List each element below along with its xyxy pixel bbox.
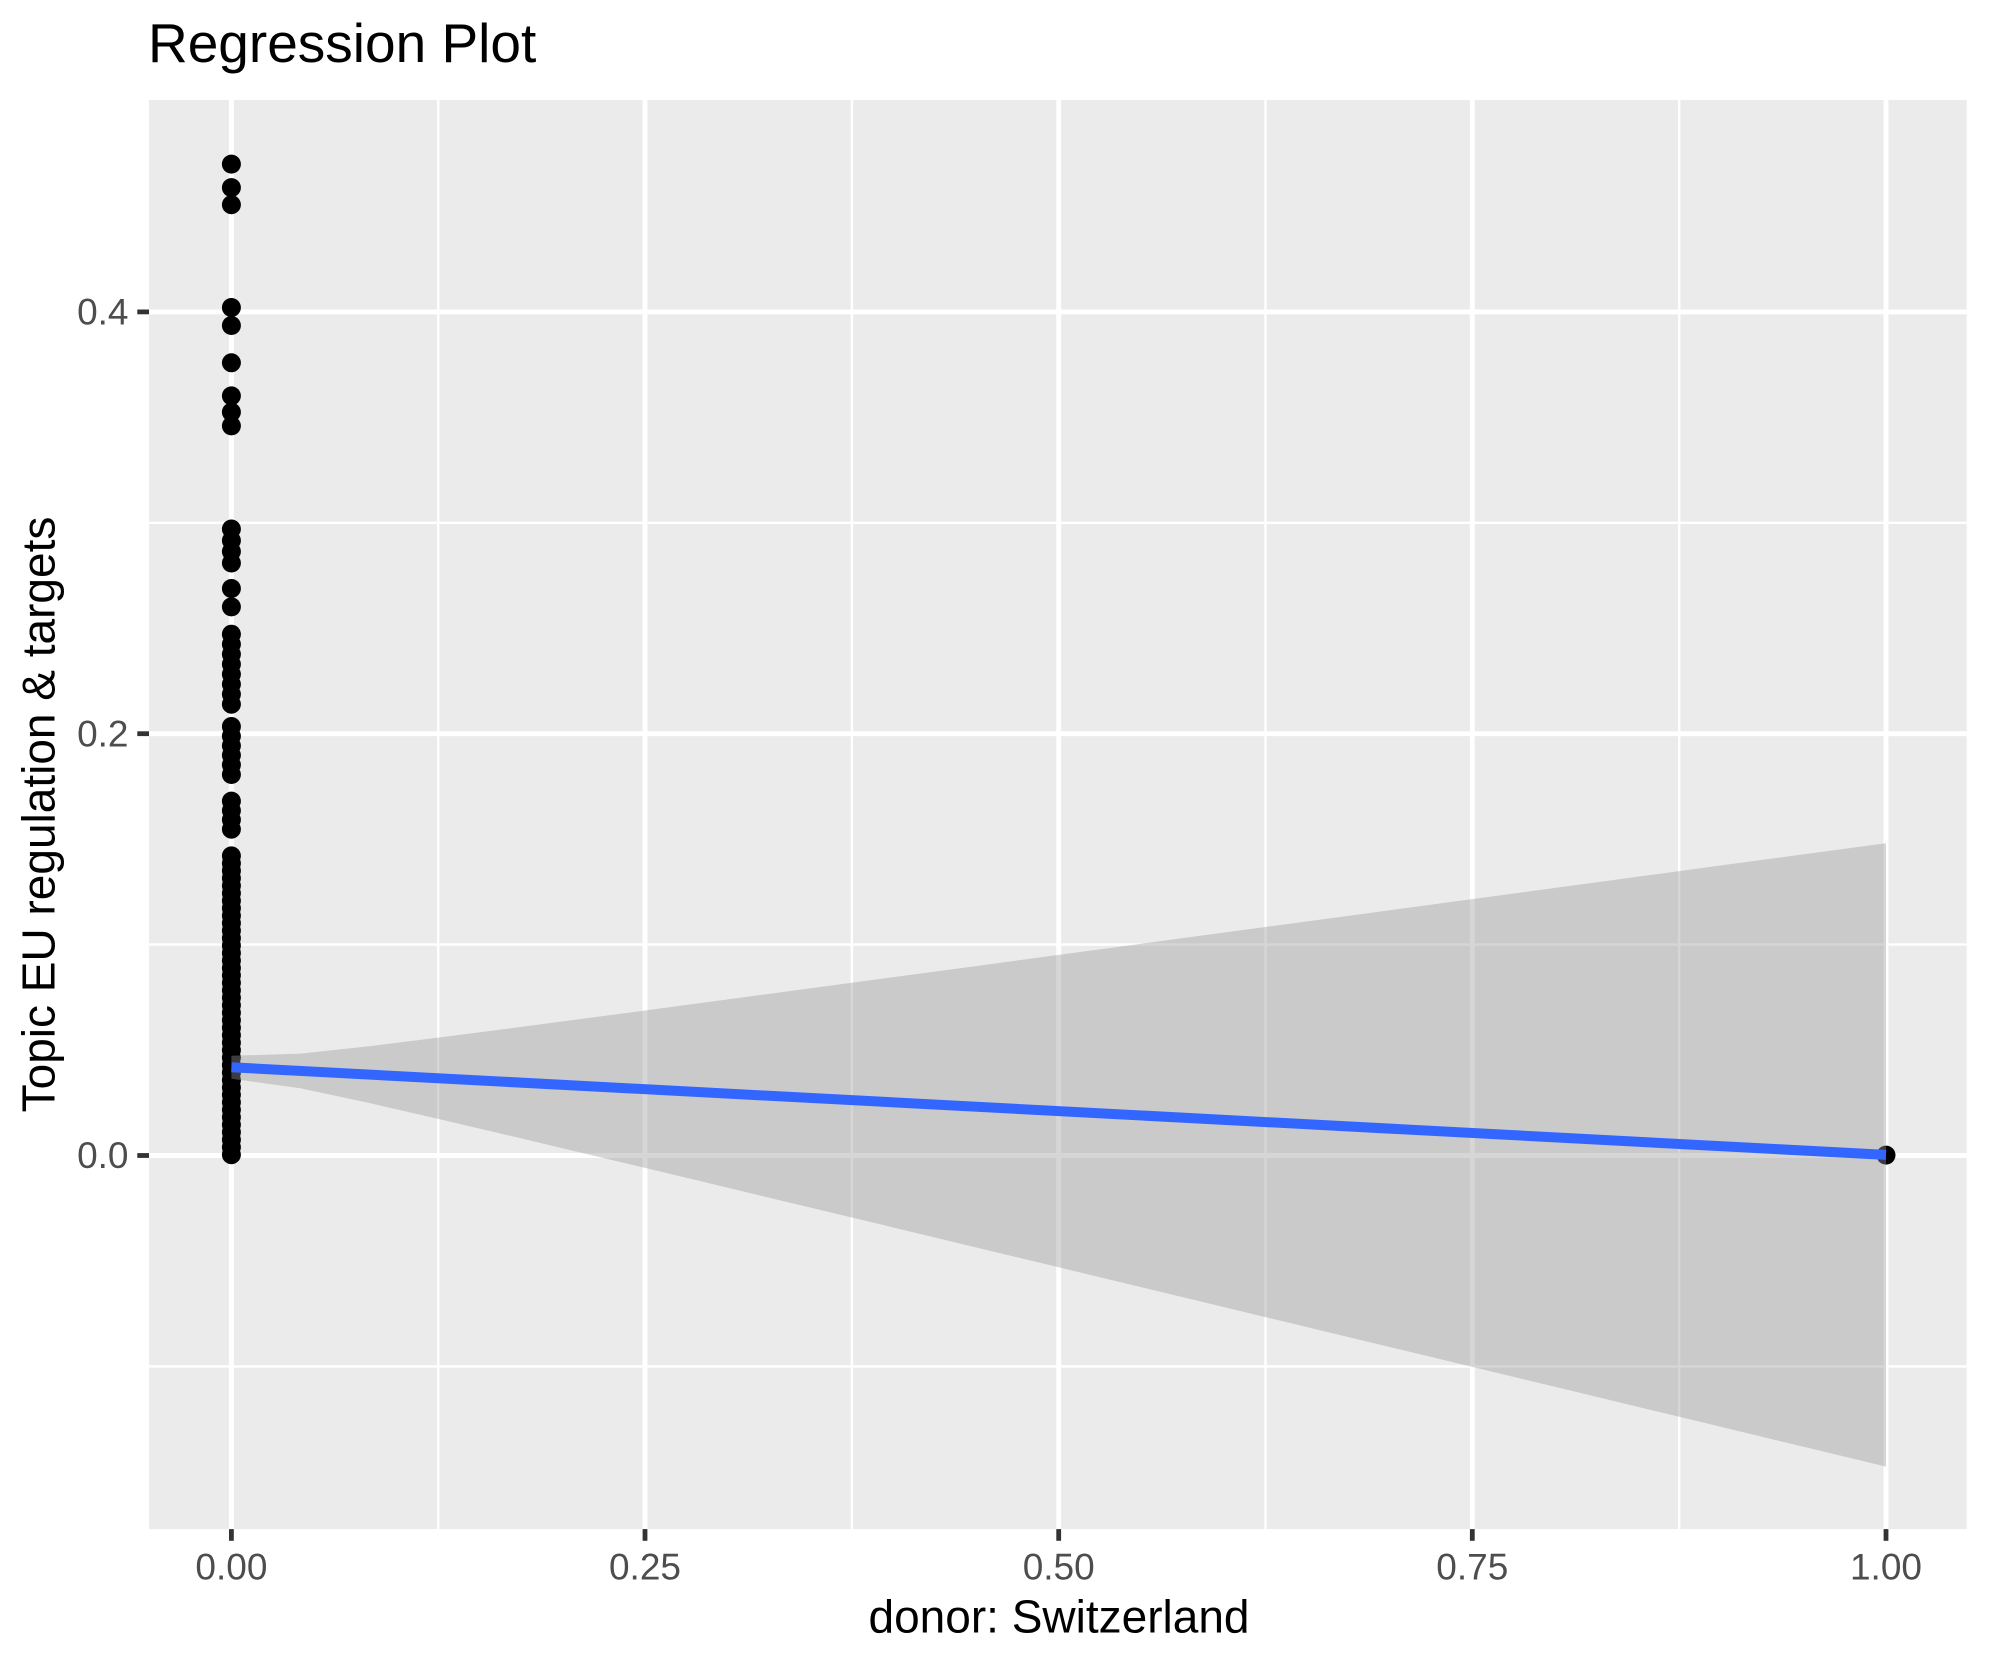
svg-text:1.00: 1.00 [1850,1546,1922,1587]
svg-text:0.25: 0.25 [609,1546,681,1587]
svg-text:0.75: 0.75 [1436,1546,1508,1587]
svg-text:0.2: 0.2 [77,713,128,754]
svg-text:0.50: 0.50 [1023,1546,1095,1587]
svg-text:Topic EU regulation & targets: Topic EU regulation & targets [13,517,65,1113]
svg-text:Regression Plot: Regression Plot [148,12,536,74]
svg-text:0.4: 0.4 [77,292,128,333]
svg-text:0.0: 0.0 [77,1135,128,1176]
svg-text:donor: Switzerland: donor: Switzerland [869,1591,1250,1643]
svg-text:0.00: 0.00 [195,1546,267,1587]
